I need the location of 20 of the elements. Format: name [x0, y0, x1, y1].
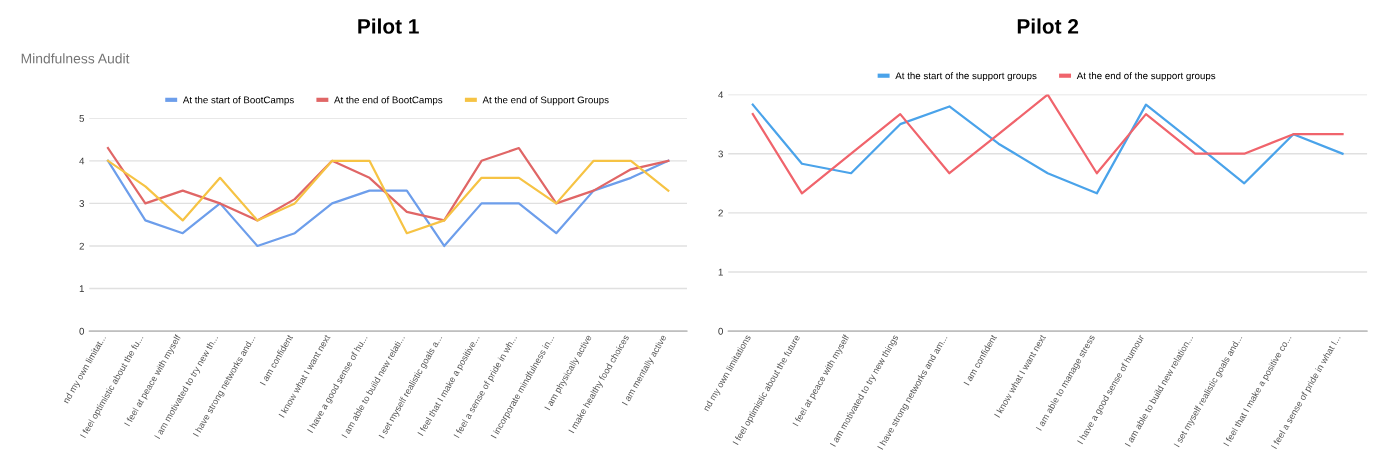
chart-title: Pilot 1: [358, 18, 419, 34]
y-tick-label: 0: [718, 327, 723, 335]
y-tick-label: 5: [79, 115, 85, 122]
y-tick-label: 3: [79, 200, 85, 208]
legend-label: At the start of BootCamps: [182, 96, 294, 106]
legend-label: At the end of the support groups: [1076, 72, 1216, 82]
legend-label: At the start of the support groups: [895, 72, 1037, 82]
chart-title: Pilot 2: [1017, 18, 1079, 34]
legend-label: At the end of BootCamps: [334, 96, 443, 106]
y-tick-label: 1: [79, 285, 84, 293]
y-tick-label: 4: [79, 157, 85, 165]
y-tick-label: 3: [718, 150, 723, 158]
line-series: [106, 146, 670, 222]
legend-label: At the end of Support Groups: [482, 96, 609, 106]
y-tick-label: 2: [79, 242, 84, 250]
chart-subtitle: Mindfulness Audit: [21, 53, 130, 64]
y-tick-label: 2: [718, 209, 723, 217]
y-tick-label: 4: [718, 91, 724, 99]
y-tick-label: 0: [79, 327, 85, 335]
y-tick-label: 1: [718, 268, 723, 276]
